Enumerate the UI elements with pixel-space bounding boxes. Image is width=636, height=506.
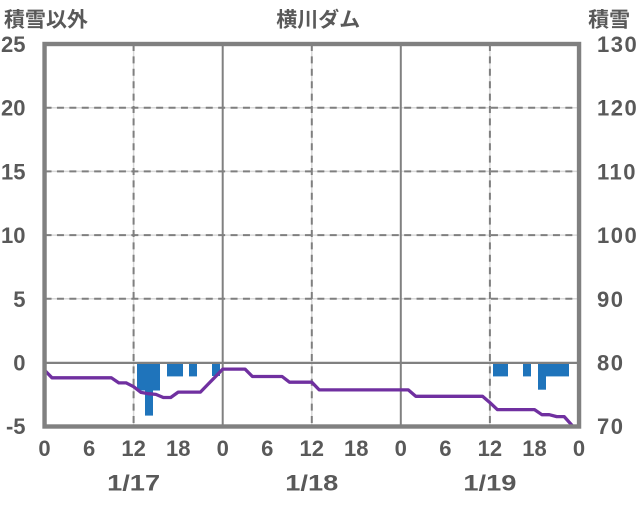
svg-text:1/18: 1/18 — [285, 471, 338, 496]
svg-text:-5: -5 — [6, 414, 26, 439]
svg-text:0: 0 — [573, 436, 585, 461]
svg-text:110: 110 — [597, 159, 636, 184]
svg-text:1/19: 1/19 — [463, 471, 516, 496]
svg-text:0: 0 — [13, 351, 25, 376]
svg-text:0: 0 — [395, 436, 407, 461]
svg-text:1/17: 1/17 — [107, 471, 160, 496]
svg-text:70: 70 — [597, 414, 624, 439]
svg-text:6: 6 — [83, 436, 95, 461]
svg-text:18: 18 — [522, 436, 546, 461]
svg-text:6: 6 — [261, 436, 273, 461]
svg-text:18: 18 — [344, 436, 368, 461]
svg-text:10: 10 — [1, 223, 25, 248]
svg-text:18: 18 — [166, 436, 190, 461]
svg-text:100: 100 — [597, 223, 636, 248]
svg-text:80: 80 — [597, 351, 624, 376]
svg-text:12: 12 — [121, 436, 145, 461]
svg-text:5: 5 — [13, 287, 25, 312]
svg-text:25: 25 — [1, 32, 25, 57]
svg-text:15: 15 — [1, 159, 25, 184]
svg-text:90: 90 — [597, 287, 624, 312]
svg-text:6: 6 — [439, 436, 451, 461]
svg-text:20: 20 — [1, 96, 25, 121]
svg-text:0: 0 — [38, 436, 50, 461]
svg-text:130: 130 — [597, 32, 636, 57]
svg-text:12: 12 — [478, 436, 502, 461]
svg-text:120: 120 — [597, 96, 636, 121]
svg-text:12: 12 — [300, 436, 324, 461]
svg-text:0: 0 — [217, 436, 229, 461]
